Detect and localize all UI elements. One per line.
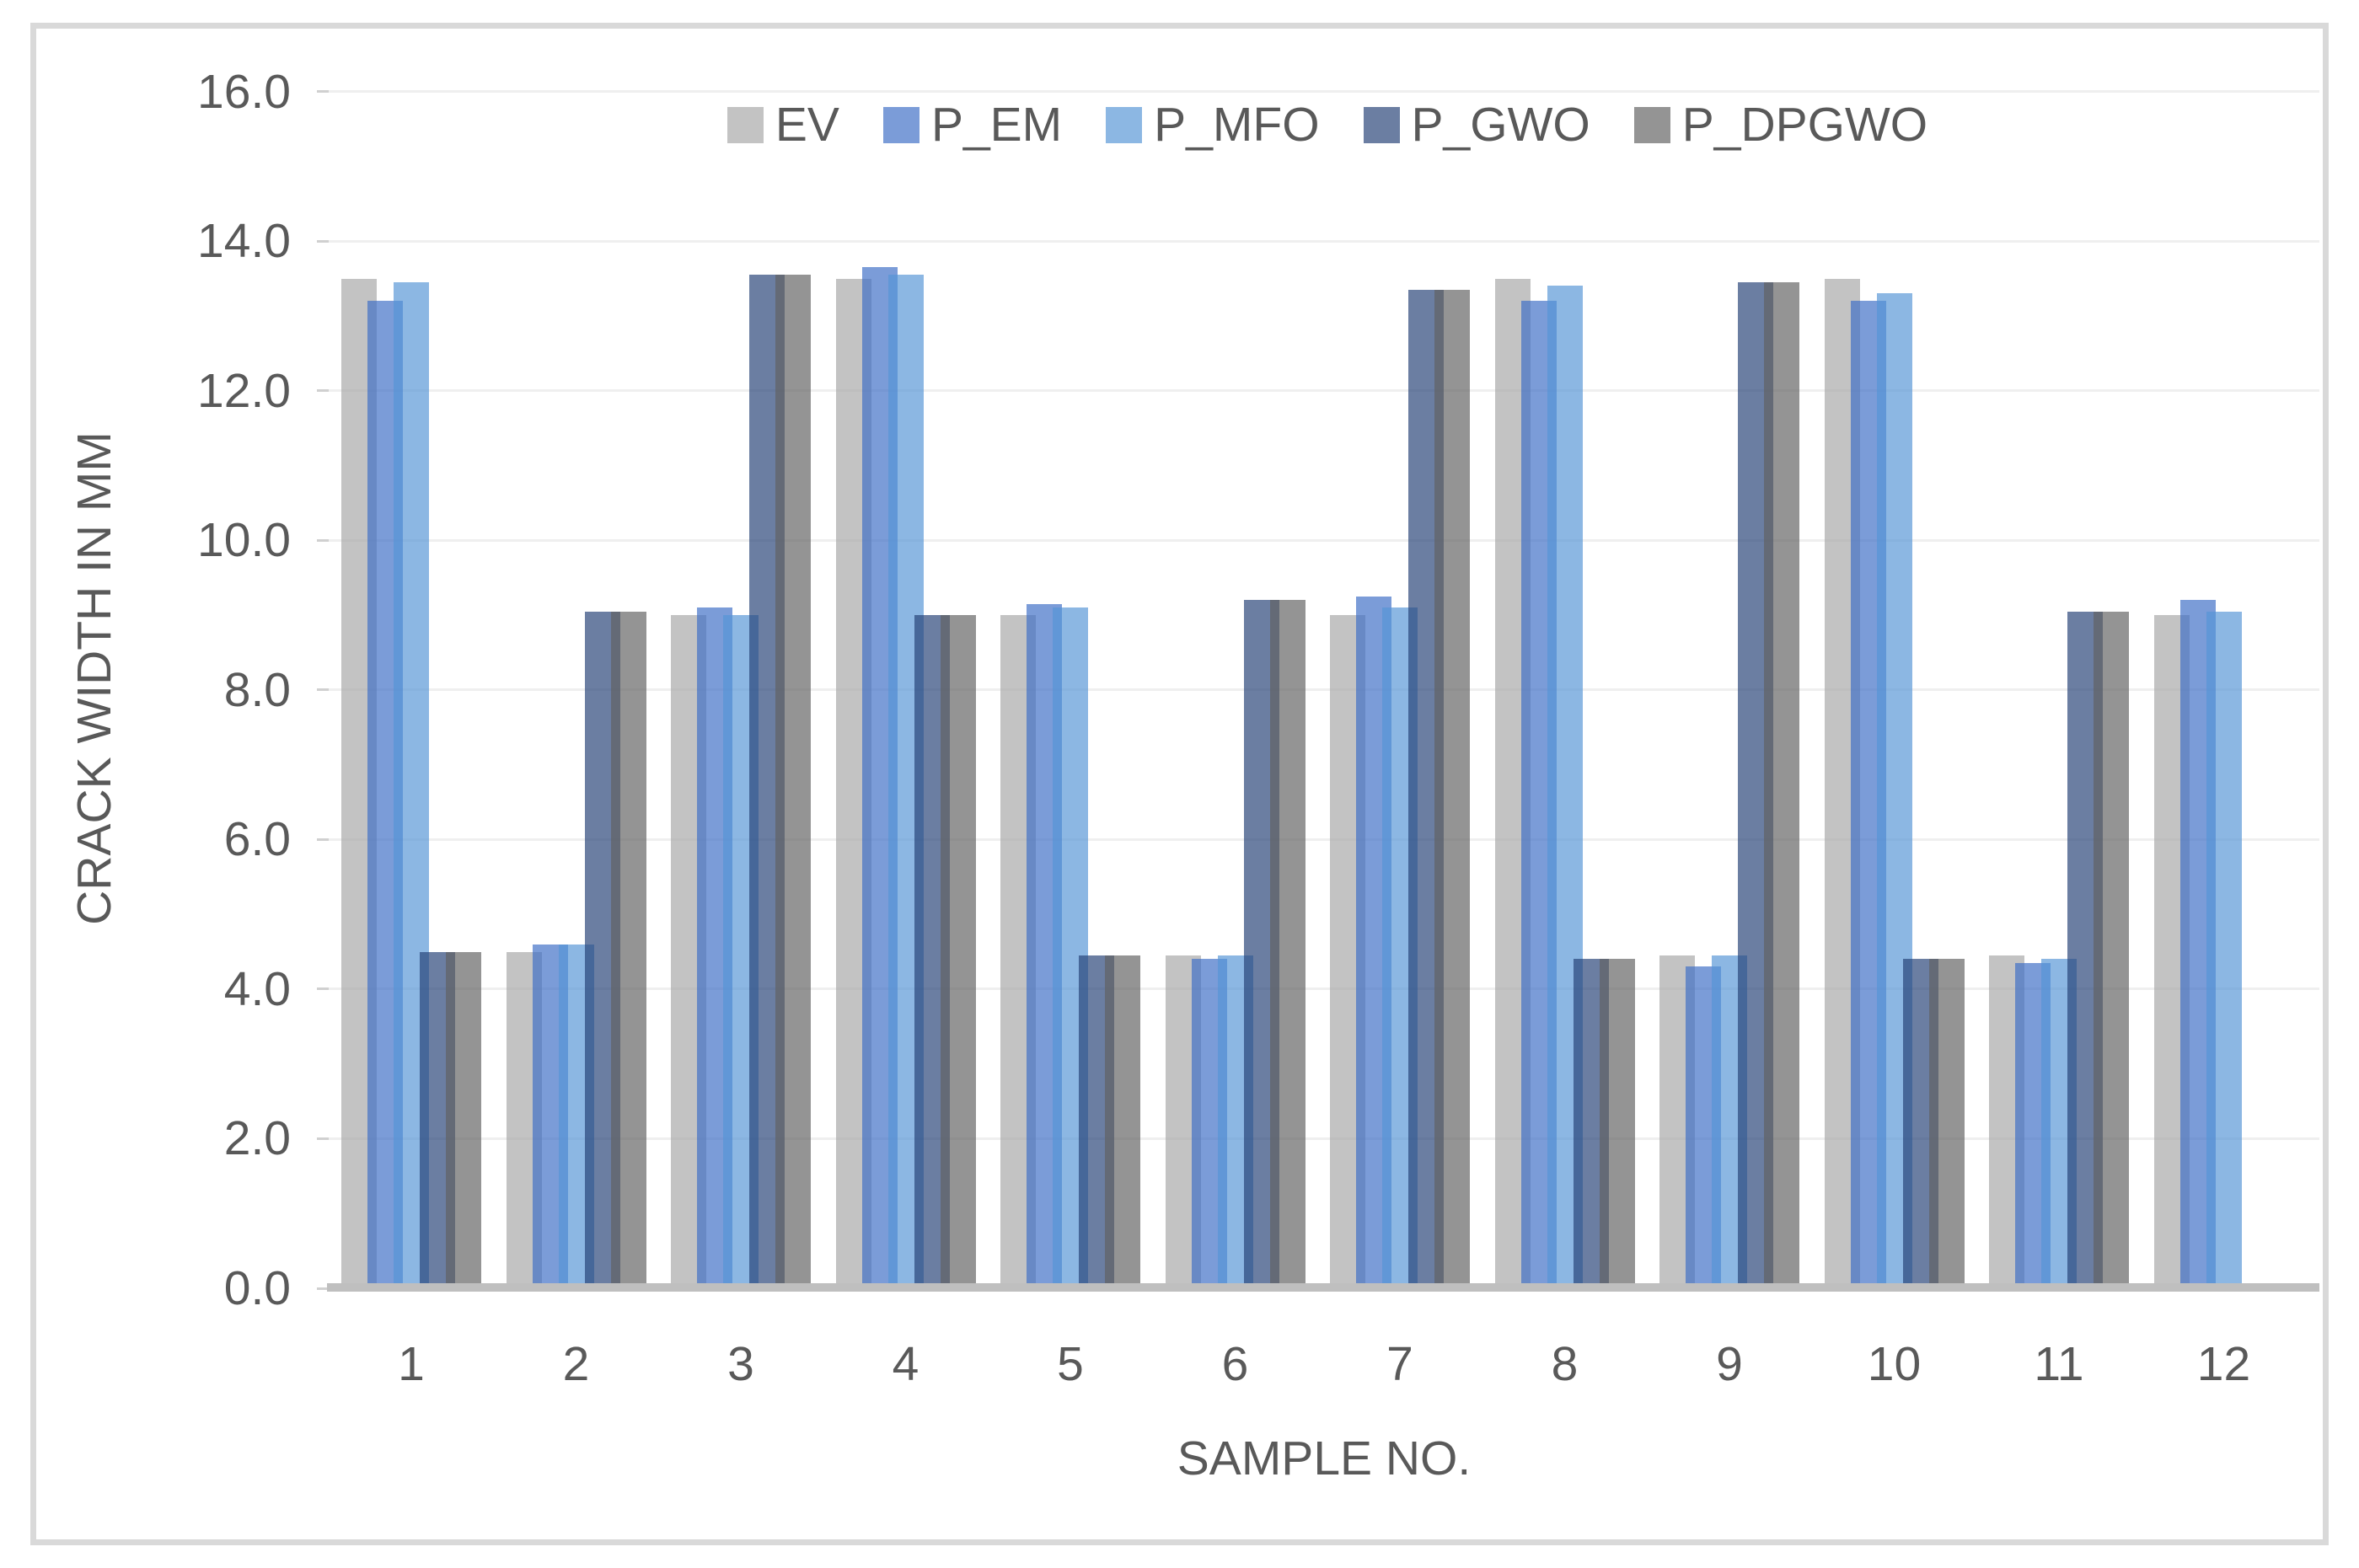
x-tick-label-8: 8 [1551,1337,1579,1391]
legend-swatch-P_GWO [1363,106,1400,143]
y-tick-16 [317,90,329,94]
bar-P_DPGWO-sample-4 [940,615,976,1283]
legend-item-P_GWO: P_GWO [1363,98,1590,152]
gridline-y-6 [329,838,2319,841]
bar-P_DPGWO-sample-7 [1434,289,1470,1283]
legend: EV P_EM P_MFO P_GWO P_DPGWO [329,94,2326,155]
gridline-y-14 [329,239,2319,243]
bar-P_DPGWO-sample-5 [1105,955,1140,1283]
bar-P_DPGWO-sample-6 [1269,600,1305,1283]
y-tick-label-0: 0.0 [223,1261,291,1315]
x-tick-label-12: 12 [2196,1337,2251,1391]
y-tick-2 [317,1137,329,1140]
x-tick-label-4: 4 [892,1337,919,1391]
legend-label-P_MFO: P_MFO [1154,98,1320,152]
y-tick-8 [317,688,329,692]
legend-item-P_DPGWO: P_DPGWO [1633,98,1928,152]
y-axis-title: CRACK WIDTH IN MM [67,431,121,925]
y-tick-label-2: 2.0 [223,1111,291,1166]
bar-P_DPGWO-sample-1 [446,951,481,1283]
legend-label-EV: EV [775,98,839,152]
bar-P_DPGWO-sample-11 [2094,611,2129,1283]
x-tick-label-10: 10 [1867,1337,1922,1391]
bar-P_DPGWO-sample-9 [1764,282,1799,1283]
y-tick-14 [317,239,329,243]
x-tick-label-1: 1 [398,1337,425,1391]
x-tick-label-11: 11 [2034,1337,2084,1391]
y-tick-label-16: 16.0 [197,64,291,119]
gridline-y-16 [329,90,2319,94]
y-tick-10 [317,538,329,542]
legend-swatch-P_DPGWO [1633,106,1670,143]
y-tick-0 [317,1287,329,1290]
y-tick-label-14: 14.0 [197,214,291,269]
y-tick-label-10: 10.0 [197,513,291,568]
y-tick-label-4: 4.0 [223,961,291,1016]
bar-P_DPGWO-sample-10 [1928,959,1965,1283]
x-tick-label-9: 9 [1716,1337,1743,1391]
bar-P_MFO-sample-12 [2206,611,2242,1283]
gridline-y-12 [329,389,2319,393]
legend-item-P_EM: P_EM [882,98,1063,152]
x-axis-line [327,1283,2319,1292]
bar-P_DPGWO-sample-8 [1599,959,1635,1283]
bar-P_DPGWO-sample-2 [610,611,646,1283]
legend-swatch-P_EM [882,106,919,143]
legend-label-P_EM: P_EM [930,98,1063,152]
y-tick-label-6: 6.0 [223,812,291,867]
x-tick-label-7: 7 [1386,1337,1413,1391]
y-tick-12 [317,389,329,393]
gridline-y-8 [329,688,2319,692]
y-tick-4 [317,987,329,991]
legend-item-EV: EV [726,98,839,152]
legend-item-P_MFO: P_MFO [1106,98,1320,152]
y-tick-label-12: 12.0 [197,363,291,418]
y-tick-6 [317,838,329,841]
x-tick-label-2: 2 [562,1337,590,1391]
x-axis-title: SAMPLE NO. [1177,1432,1472,1485]
gridline-y-2 [329,1137,2319,1140]
x-tick-label-3: 3 [727,1337,754,1391]
legend-swatch-EV [726,106,764,143]
x-tick-label-5: 5 [1057,1337,1084,1391]
legend-label-P_GWO: P_GWO [1411,98,1590,152]
bar-P_DPGWO-sample-3 [775,275,811,1283]
legend-swatch-P_MFO [1106,106,1143,143]
y-tick-label-8: 8.0 [223,662,291,717]
legend-label-P_DPGWO: P_DPGWO [1681,98,1928,152]
gridline-y-10 [329,538,2319,542]
gridline-y-4 [329,987,2319,991]
x-tick-label-6: 6 [1221,1337,1249,1391]
